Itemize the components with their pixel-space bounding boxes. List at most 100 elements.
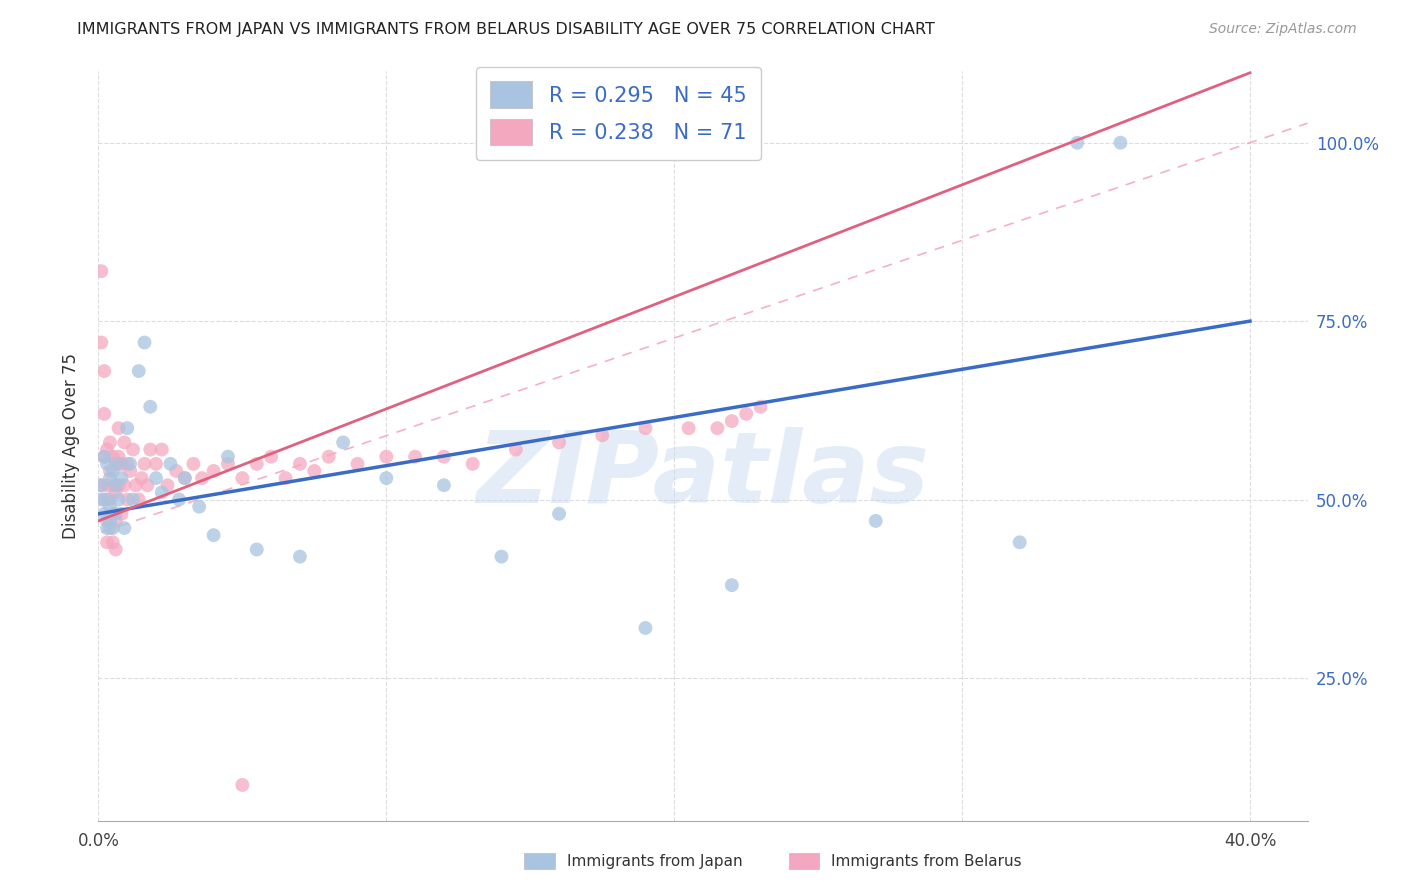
Legend: Immigrants from Japan, Immigrants from Belarus: Immigrants from Japan, Immigrants from B… [519,847,1028,875]
Point [115,492,138,507]
Point [304,464,326,478]
Point [150,485,173,500]
Point [115,421,138,435]
Point [150,442,173,457]
Point [93,507,115,521]
Point [90,478,112,492]
Point [217,450,239,464]
Point [98,464,121,478]
Point [90,335,112,350]
Point [98,514,121,528]
Point [159,457,181,471]
Point [128,492,150,507]
Point [134,335,156,350]
Point [120,457,142,471]
Point [90,264,112,278]
Point [433,450,456,464]
Point [246,457,269,471]
Point [96,492,118,507]
Point [720,578,742,592]
Point [110,471,132,485]
Point [274,471,297,485]
Point [96,521,118,535]
Point [167,492,190,507]
Point [112,478,135,492]
Point [183,457,205,471]
Point [139,400,162,414]
Point [173,471,195,485]
Legend: R = 0.295   N = 45, R = 0.238   N = 71: R = 0.295 N = 45, R = 0.238 N = 71 [475,67,761,160]
Point [107,421,129,435]
Point [1109,136,1132,150]
Point [131,471,153,485]
Point [122,492,145,507]
Point [115,457,138,471]
Point [404,450,426,464]
Point [104,478,127,492]
Point [173,471,195,485]
Point [110,507,132,521]
Point [104,507,127,521]
Point [98,492,121,507]
Point [865,514,887,528]
Point [145,457,167,471]
Point [156,478,179,492]
Point [120,464,142,478]
Point [104,485,127,500]
Point [98,471,121,485]
Point [122,442,145,457]
Point [112,521,135,535]
Point [139,442,162,457]
Y-axis label: Disability Age Over 75: Disability Age Over 75 [62,353,80,539]
Point [101,478,124,492]
Point [96,535,118,549]
Point [165,464,187,478]
Point [318,450,340,464]
Text: IMMIGRANTS FROM JAPAN VS IMMIGRANTS FROM BELARUS DISABILITY AGE OVER 75 CORRELAT: IMMIGRANTS FROM JAPAN VS IMMIGRANTS FROM… [77,22,935,37]
Point [93,450,115,464]
Point [678,421,700,435]
Point [706,421,728,435]
Point [735,407,758,421]
Point [107,450,129,464]
Point [107,492,129,507]
Point [231,778,253,792]
Point [461,457,484,471]
Point [101,450,124,464]
Point [260,450,283,464]
Point [491,549,513,564]
Point [93,364,115,378]
Point [93,407,115,421]
Point [90,492,112,507]
Point [112,435,135,450]
Point [96,478,118,492]
Point [128,364,150,378]
Point [134,457,156,471]
Point [104,542,127,557]
Point [332,435,354,450]
Text: ZIPatlas: ZIPatlas [477,427,929,524]
Point [1066,136,1088,150]
Point [202,464,225,478]
Point [346,457,368,471]
Point [96,514,118,528]
Point [375,471,398,485]
Point [145,471,167,485]
Point [375,450,398,464]
Point [217,457,239,471]
Point [104,457,127,471]
Point [720,414,742,428]
Point [107,478,129,492]
Point [101,535,124,549]
Point [90,478,112,492]
Point [231,471,253,485]
Point [98,500,121,514]
Point [107,457,129,471]
Point [288,549,311,564]
Point [433,478,456,492]
Point [202,528,225,542]
Point [548,435,571,450]
Point [98,521,121,535]
Point [98,435,121,450]
Point [246,542,269,557]
